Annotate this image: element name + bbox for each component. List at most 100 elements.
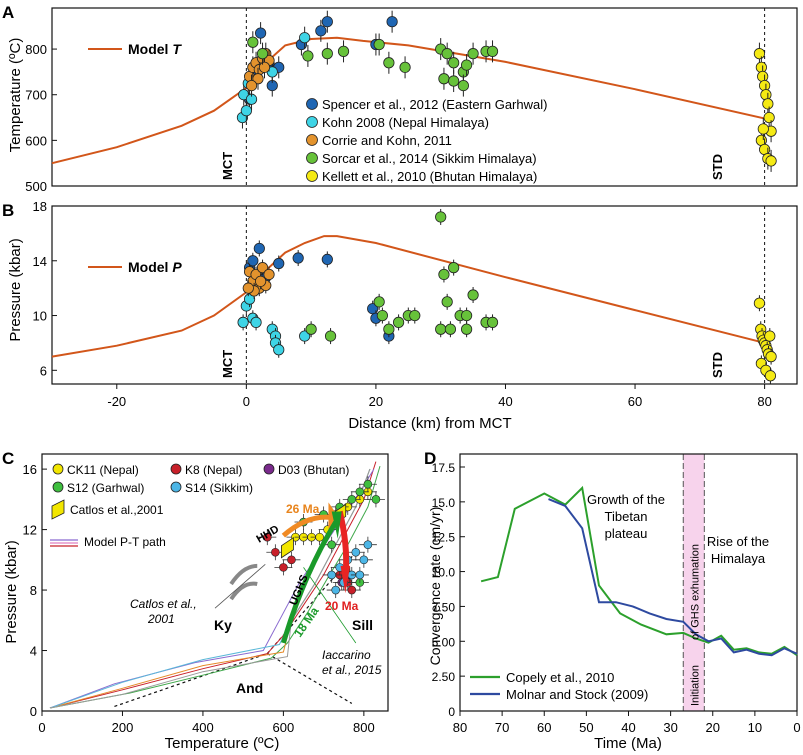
data-point	[321, 48, 333, 60]
y-tick-label-d: 0	[448, 705, 455, 719]
y-tick-label-c: 8	[30, 583, 37, 598]
data-points-c	[258, 476, 385, 599]
data-point	[765, 155, 777, 167]
legend-label-c: S12 (Garhwal)	[67, 481, 144, 495]
growth-text-3: plateau	[605, 526, 648, 541]
data-point	[355, 570, 365, 580]
data-point	[757, 123, 769, 135]
data-point	[376, 309, 388, 322]
data-point	[448, 75, 460, 87]
data-point	[279, 563, 288, 572]
panel-c: C Pressure (kbar) 0 4 8 12 16 0 200 400 600 800 H…	[2, 449, 389, 752]
model-pt-path	[49, 461, 377, 709]
y-tick-label-d: 7.50	[432, 600, 456, 614]
data-point	[438, 73, 450, 85]
hhd-age-label: 26 Ma	[286, 502, 320, 516]
y-ticks-a: 500 600 700 800	[25, 42, 57, 194]
x-tick-label-c: 400	[192, 720, 214, 735]
iaccarino-pointer	[303, 567, 357, 644]
data-point	[347, 585, 357, 595]
data-point	[764, 370, 777, 382]
ughs-arrowhead	[340, 565, 351, 594]
y-tick-label-d: 17.5	[432, 461, 456, 475]
legend-label-a: Corrie and Kohn, 2011	[322, 133, 452, 148]
data-point	[321, 253, 333, 265]
axis-ticks-d: 0 2.50 5.00 7.50 10.0 12.5 15.0 17.5 80 70 60 50 40 3…	[432, 461, 801, 735]
x-tick-label-d: 60	[537, 720, 551, 735]
y-tick-label-c: 4	[30, 644, 37, 659]
data-point	[444, 323, 457, 335]
y-tick-label-a: 600	[25, 133, 47, 148]
data-point	[315, 532, 324, 542]
legend-marker-c	[52, 463, 64, 475]
data-point	[337, 45, 350, 57]
legend-marker-a	[306, 98, 318, 110]
plot-frame-a	[51, 7, 798, 187]
axis-ticks-c: 0 4 8 12 16 0 200 400 600 800	[23, 462, 375, 735]
data-point	[441, 296, 453, 308]
legend-marker-a	[306, 134, 318, 146]
grey-arrow-1	[229, 563, 258, 586]
data-point	[753, 48, 766, 60]
data-point	[250, 316, 262, 328]
data-point	[245, 79, 258, 92]
plot-frame-c	[41, 453, 389, 712]
x-tick-label-b: -20	[107, 394, 126, 409]
path-arrows	[214, 502, 357, 644]
model-p-curve	[51, 235, 765, 358]
y-tick-label-c: 16	[23, 462, 37, 477]
x-tick-label-d: 30	[663, 720, 677, 735]
kyanite-label: Ky	[214, 617, 232, 633]
panel-label-a: A	[2, 3, 14, 22]
data-point	[755, 61, 767, 73]
legend-a: Spencer et al., 2012 (Eastern Garhwal) Ko…	[306, 97, 547, 184]
data-point	[315, 25, 327, 37]
data-points-b	[237, 208, 777, 384]
x-tick-label-b: 0	[243, 394, 250, 409]
x-tick-label-b: 80	[757, 394, 771, 409]
data-point	[299, 330, 311, 342]
data-point	[299, 32, 311, 44]
grey-arrow-2	[229, 581, 258, 601]
data-point	[383, 57, 395, 69]
data-point	[273, 257, 285, 270]
iaccarino-year-label: et al., 2015	[322, 663, 382, 677]
plot-frame-b	[51, 205, 798, 385]
data-point	[331, 585, 340, 595]
legend-marker-a	[306, 152, 318, 164]
y-axis-label-b: Pressure (kbar)	[7, 238, 24, 341]
y-tick-label-d: 10.0	[432, 566, 456, 580]
legend-label-a: Spencer et al., 2012 (Eastern Garhwal)	[322, 97, 547, 112]
data-point	[762, 98, 774, 110]
x-tick-label-b: 20	[369, 394, 383, 409]
data-point	[258, 61, 271, 73]
data-point	[448, 262, 460, 274]
x-axis-label-d: Time (Ma)	[594, 735, 662, 752]
data-point	[263, 268, 275, 281]
ughs-label: UGHS	[288, 573, 311, 607]
data-point	[467, 289, 479, 301]
data-point	[371, 495, 381, 504]
data-point	[355, 487, 365, 497]
data-point	[457, 79, 469, 92]
data-point	[467, 48, 479, 60]
data-point	[765, 351, 777, 363]
catlos-marker	[281, 536, 294, 559]
std-label-a: STD	[710, 154, 725, 180]
panel-d: D Convergence rate (cm/yr) 0 2.50 5.00 7.50…	[424, 449, 801, 752]
x-axis-label-b: Distance (km) from MCT	[348, 415, 511, 432]
data-point	[287, 555, 296, 565]
data-point	[305, 323, 317, 335]
data-point	[764, 330, 776, 342]
legend-label-d: Molnar and Stock (2009)	[506, 687, 648, 702]
data-point	[461, 309, 473, 322]
green-arrow	[280, 520, 338, 644]
legend-marker-c	[263, 463, 275, 475]
data-point	[351, 547, 361, 557]
legend-label-c: S14 (Sikkim)	[185, 481, 253, 495]
legend-marker-c	[170, 463, 182, 475]
x-tick-label-d: 10	[748, 720, 762, 735]
y-tick-label-b: 14	[33, 254, 47, 269]
data-points-a	[236, 10, 777, 172]
growth-text-1: Growth of the	[587, 492, 665, 507]
